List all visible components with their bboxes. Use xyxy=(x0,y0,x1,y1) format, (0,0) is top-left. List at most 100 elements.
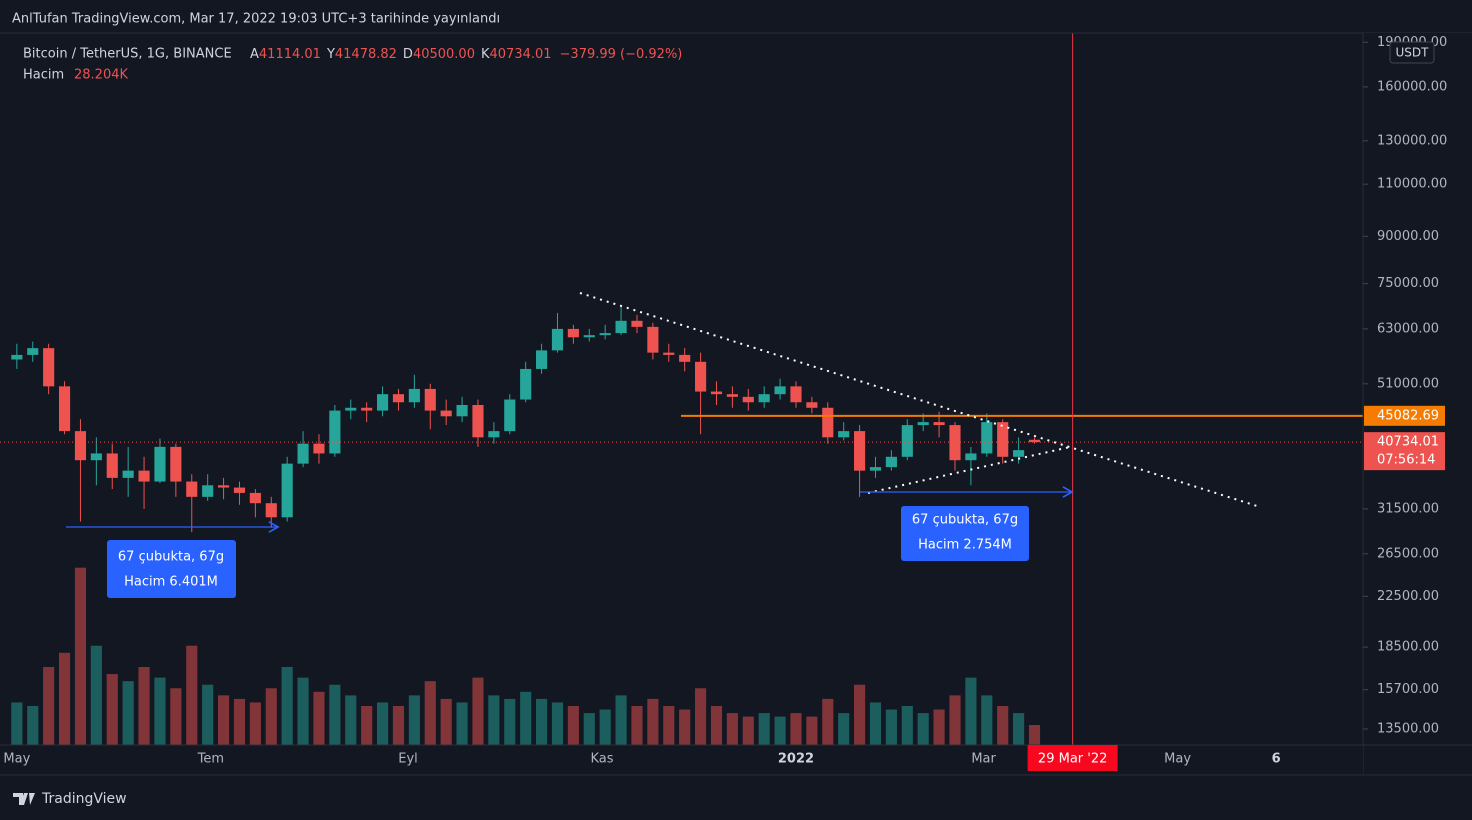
y-tick-label: 13500.00 xyxy=(1377,721,1439,736)
candle-body xyxy=(567,328,579,338)
candle-body xyxy=(742,396,754,403)
logo[interactable]: TradingView xyxy=(13,791,127,807)
candle-body xyxy=(186,481,198,497)
y-tick-label: 15700.00 xyxy=(1377,682,1439,697)
candle-body xyxy=(822,407,834,438)
y-tick-label: 130000.00 xyxy=(1377,133,1447,148)
candle-body xyxy=(217,485,230,488)
volume-bar xyxy=(997,705,1009,745)
volume-bar xyxy=(122,681,134,745)
volume-bar xyxy=(345,695,357,745)
candle-body xyxy=(615,320,627,334)
x-tick-label: Mar xyxy=(971,752,996,767)
x-tick-label: May xyxy=(1164,752,1191,767)
volume-bar xyxy=(949,695,961,745)
volume-bar xyxy=(726,713,738,745)
change: −379.99 (−0.92%) xyxy=(560,47,683,62)
volume-bar xyxy=(965,677,977,745)
volume-bar xyxy=(440,698,452,745)
candle-body xyxy=(297,443,309,464)
volume-bar xyxy=(186,645,198,745)
volume-bar xyxy=(233,698,246,745)
volume-bar xyxy=(27,705,39,745)
candle-body xyxy=(154,446,166,482)
candle-body xyxy=(106,453,118,478)
volume-bar xyxy=(154,677,166,745)
volume-bar xyxy=(758,713,770,745)
volume-bar xyxy=(281,666,293,745)
published: AnlTufan TradingView.com, Mar 17, 2022 1… xyxy=(12,12,500,27)
x-tick-label: Tem xyxy=(197,752,224,767)
annotation-text: Hacim 6.401M xyxy=(124,575,218,590)
candle-body xyxy=(726,394,738,397)
date-marker-label: 29 Mar '22 xyxy=(1038,752,1107,767)
candle-body xyxy=(599,333,611,336)
volume-bar xyxy=(806,716,818,745)
price-axis xyxy=(1363,33,1472,775)
volume-bar xyxy=(472,677,484,745)
candle-body xyxy=(520,368,532,400)
volume-bar xyxy=(885,709,897,745)
candle-body xyxy=(917,422,929,426)
candle-body xyxy=(265,503,277,518)
candle-body xyxy=(488,431,500,438)
ohlc-value: 40734.01 xyxy=(490,47,552,62)
y-tick-label: 51000.00 xyxy=(1377,376,1439,391)
ohlc: A41114.01 Y41478.82 D40500.00 K40734.01 −379… xyxy=(250,47,682,62)
top-bar xyxy=(0,0,1472,33)
brand[interactable]: TradingView xyxy=(41,791,127,807)
trendline xyxy=(579,292,1258,507)
volume-bar xyxy=(329,684,341,745)
candle-body xyxy=(424,388,436,411)
candle-body xyxy=(838,431,850,438)
candle-body xyxy=(249,492,261,504)
volume-bar xyxy=(265,688,277,745)
volume-bar xyxy=(583,713,595,745)
volume-bar xyxy=(217,695,230,745)
volume-bar xyxy=(774,716,786,745)
candle-body xyxy=(901,425,913,457)
candle-body xyxy=(170,446,182,482)
volume-bar xyxy=(520,691,532,745)
volume-bar xyxy=(58,652,71,745)
volume-bar xyxy=(11,702,23,745)
volume-bar xyxy=(933,709,945,745)
volume-bar xyxy=(551,702,564,745)
volume-bar xyxy=(981,695,993,745)
candle-body xyxy=(90,453,102,461)
volume-bar xyxy=(43,666,55,745)
volume-bar xyxy=(631,705,643,745)
volume-bar xyxy=(1028,724,1041,745)
candle-body xyxy=(43,348,55,387)
candle-body xyxy=(1013,450,1025,457)
volume-bar xyxy=(392,705,405,745)
volume-bar xyxy=(917,713,929,745)
volume-bar xyxy=(488,695,500,745)
candle-body xyxy=(329,410,341,454)
candle-body xyxy=(981,422,993,454)
volume-bar xyxy=(313,691,325,745)
candle-body xyxy=(663,352,675,355)
candle-body xyxy=(27,348,39,355)
candle-body xyxy=(408,388,420,403)
volume-bar xyxy=(504,698,516,745)
volume-bar xyxy=(567,705,579,745)
volume-bar xyxy=(869,702,882,745)
currency-badge[interactable] xyxy=(1389,41,1435,64)
volume-bar xyxy=(408,695,420,745)
volume-bar xyxy=(790,713,802,745)
candle-body xyxy=(965,453,977,461)
volume-bar xyxy=(679,709,691,745)
x-tick-label: Kas xyxy=(590,752,613,767)
currency[interactable]: USDT xyxy=(1396,46,1430,60)
ohlc-value: 41114.01 xyxy=(259,47,321,62)
volume-bar xyxy=(854,684,866,745)
candle-body xyxy=(647,326,659,353)
candle-body xyxy=(138,470,150,482)
candle-body xyxy=(885,456,897,468)
y-tick-label: 18500.00 xyxy=(1377,640,1439,655)
candle-body xyxy=(854,431,866,471)
candle-body xyxy=(58,386,71,432)
candle-body xyxy=(551,328,564,351)
